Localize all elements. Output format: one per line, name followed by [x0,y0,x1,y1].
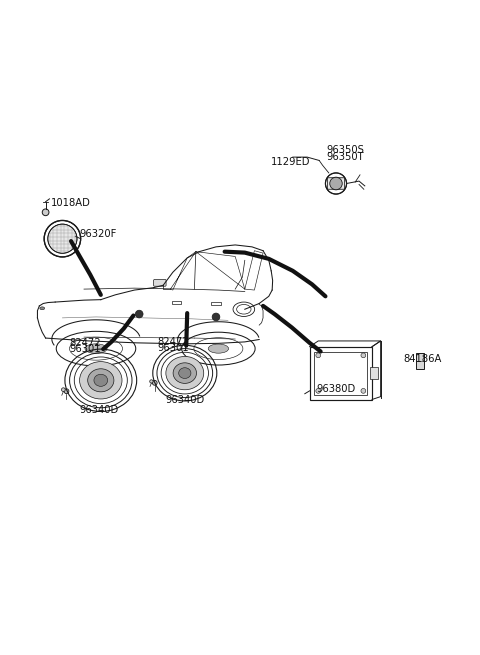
Ellipse shape [80,362,122,399]
Ellipse shape [166,356,204,390]
Ellipse shape [94,374,108,386]
Text: 96350T: 96350T [326,152,364,162]
Circle shape [361,388,366,393]
Text: 84186A: 84186A [403,354,442,364]
Circle shape [42,209,49,215]
FancyBboxPatch shape [154,280,166,286]
FancyBboxPatch shape [327,178,345,189]
Circle shape [48,225,77,253]
Bar [314,352,367,395]
Text: 96350S: 96350S [326,145,364,155]
Text: 82472: 82472 [157,337,189,346]
Text: 96301: 96301 [70,345,101,354]
Text: 1129ED: 1129ED [271,157,311,167]
Circle shape [152,381,157,385]
Bar [370,367,378,379]
Ellipse shape [179,367,191,379]
Circle shape [150,380,153,383]
Text: 82472: 82472 [70,338,101,348]
Circle shape [61,388,65,392]
Circle shape [330,178,342,190]
Bar [310,346,372,400]
Text: 96380D: 96380D [317,384,356,394]
Bar [416,354,424,369]
Text: 1018AD: 1018AD [50,198,90,208]
Circle shape [330,178,342,190]
Ellipse shape [208,344,228,353]
Circle shape [64,389,69,394]
Text: 96340D: 96340D [166,395,205,405]
Circle shape [135,310,143,318]
Ellipse shape [173,363,196,383]
Text: 96301: 96301 [157,343,189,354]
Bar [211,302,221,305]
Ellipse shape [88,369,114,392]
Circle shape [316,353,321,358]
Bar [172,301,181,305]
Circle shape [316,388,321,393]
Ellipse shape [40,307,45,310]
Circle shape [212,313,220,321]
Circle shape [361,353,366,358]
Text: 96320F: 96320F [79,229,117,238]
Text: 96340D: 96340D [79,405,119,415]
Ellipse shape [85,344,107,354]
